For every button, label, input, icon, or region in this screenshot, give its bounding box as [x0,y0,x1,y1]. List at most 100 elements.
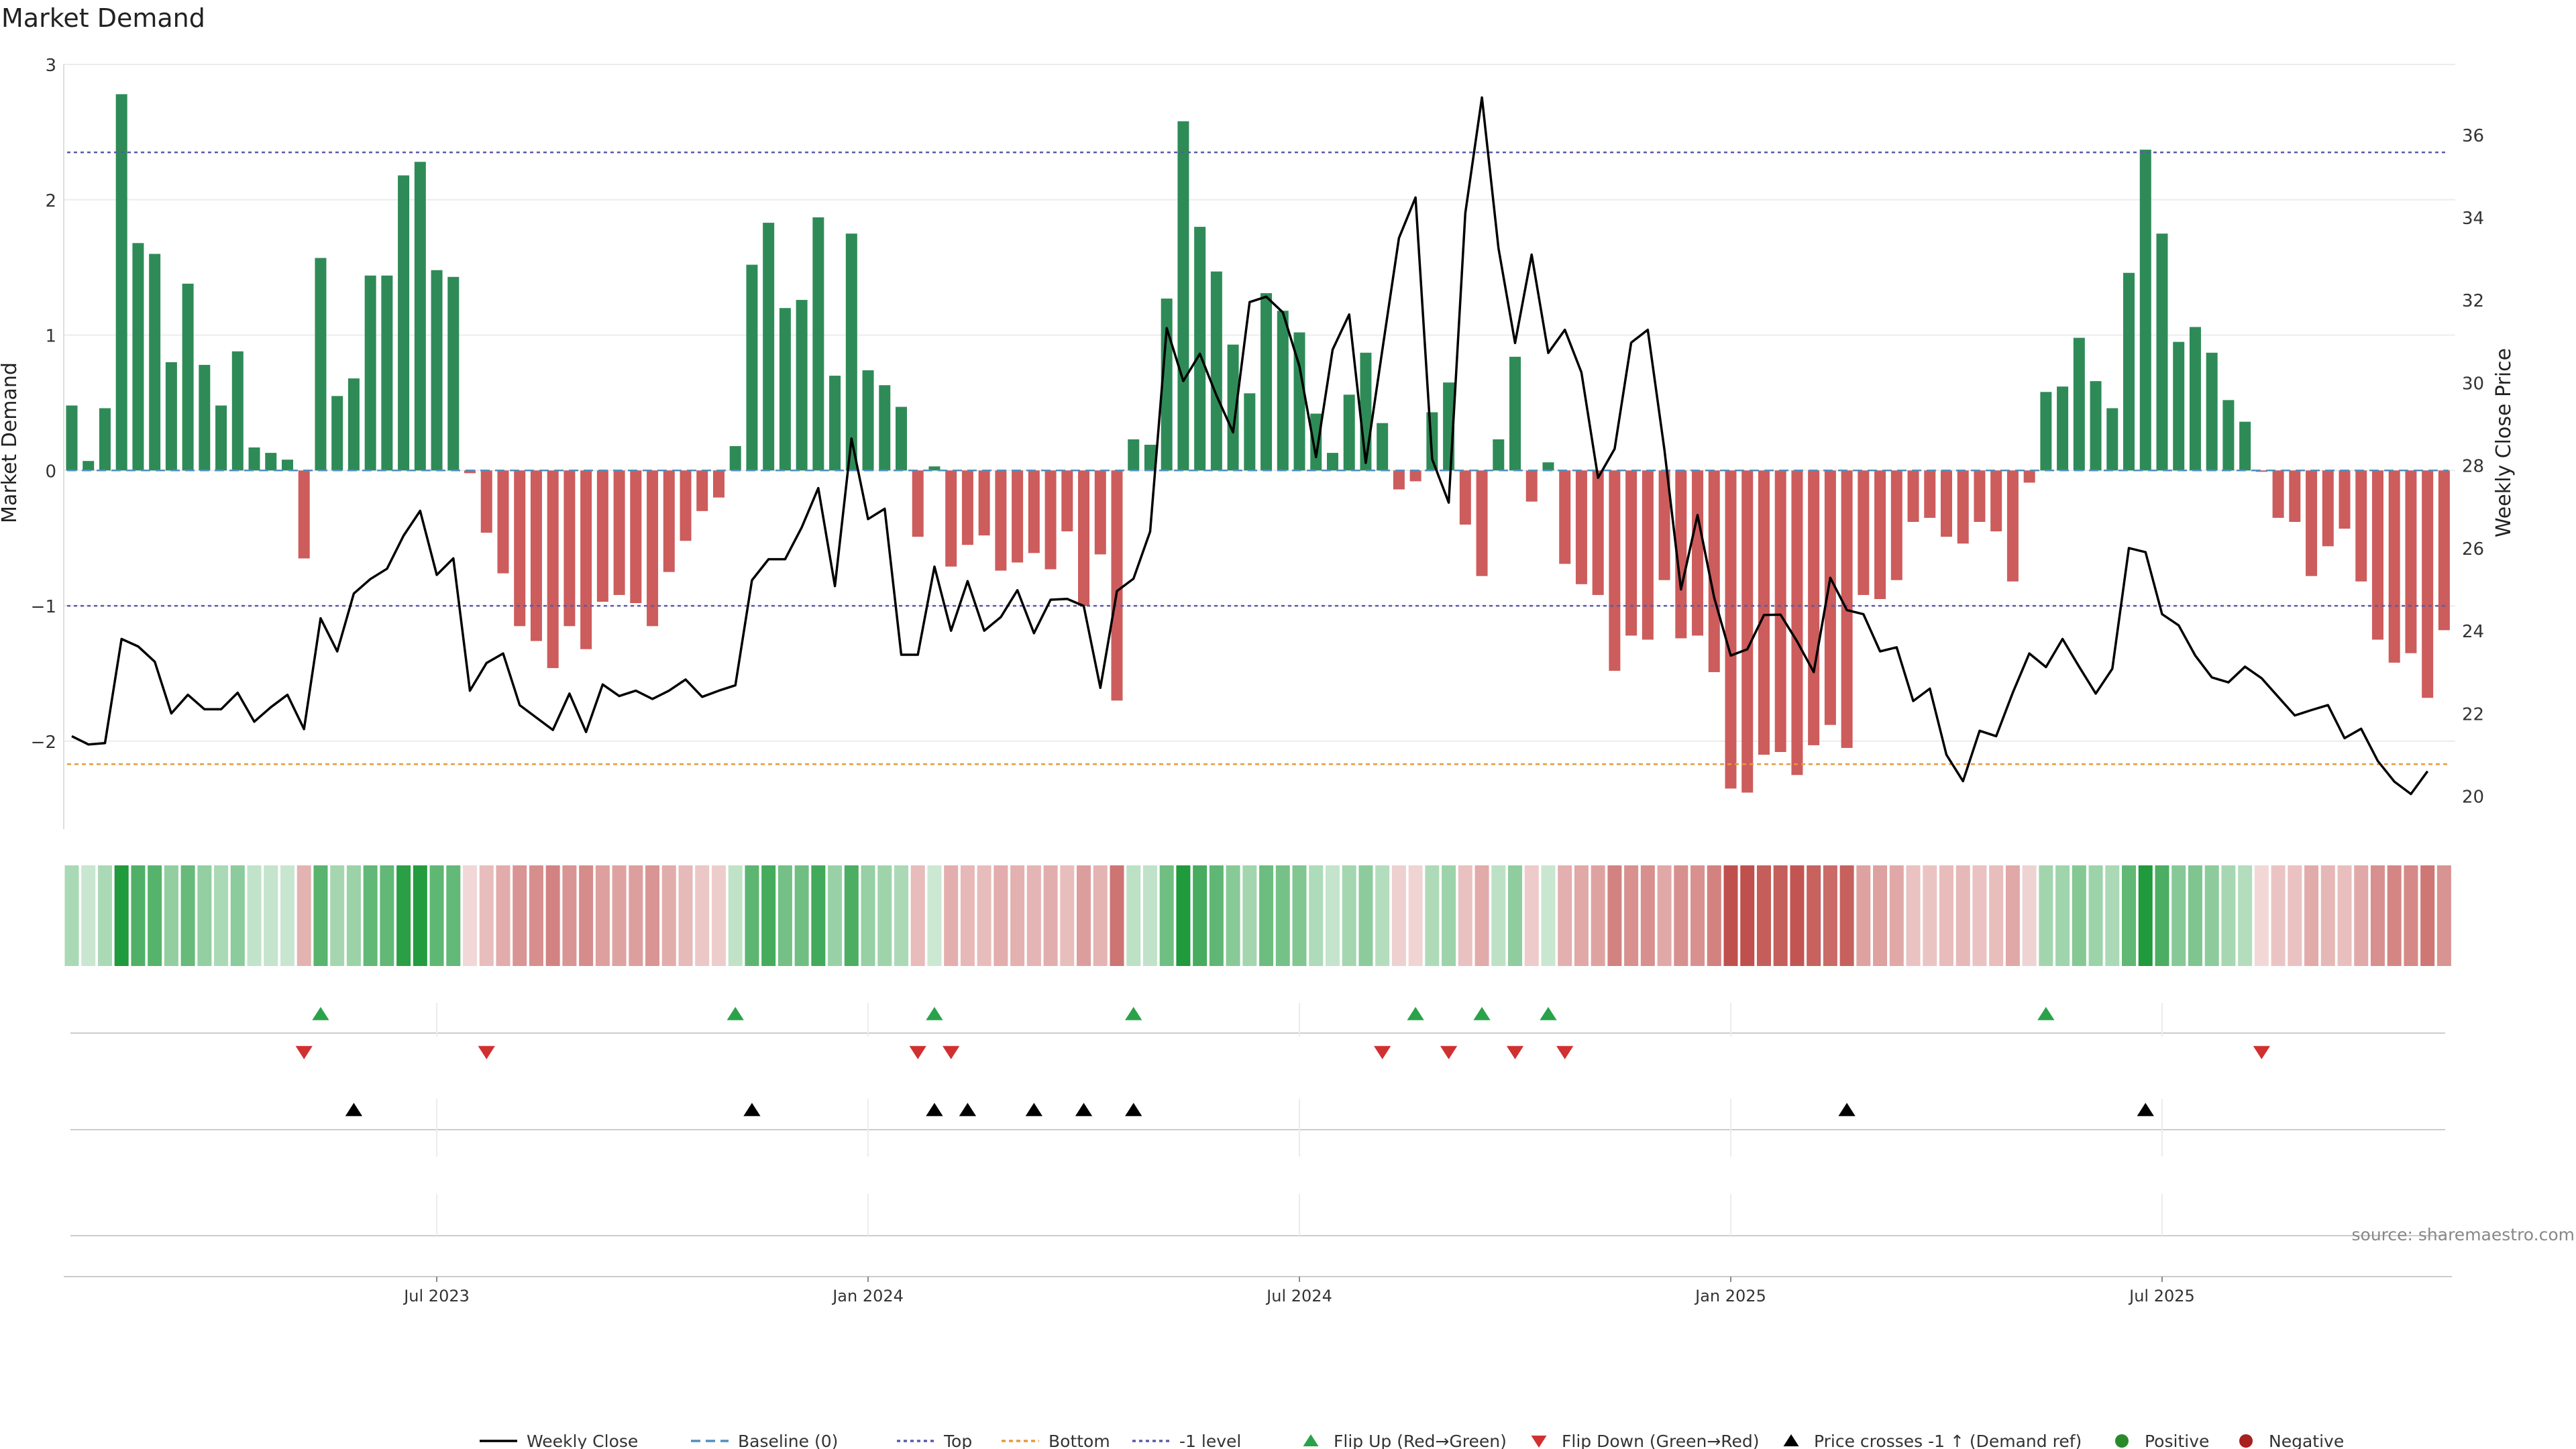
demand-bar-positive [1210,271,1222,471]
demand-bar-negative [2322,470,2334,547]
demand-bar-positive [414,162,426,471]
demand-bar-negative [978,470,990,536]
demand-bar-positive [381,275,393,471]
flip-down-marker [2253,1046,2271,1059]
demand-bar-negative [945,470,957,567]
price-line-layer [71,96,2429,796]
demand-bar-negative [2255,470,2267,472]
heat-cell [1093,865,1108,966]
legend-label-top: Top [943,1432,972,1449]
demand-bar-negative [1791,470,1803,775]
weekly-close-price-line [71,96,2429,796]
heat-cell [545,865,560,966]
demand-bar-negative [480,470,492,533]
demand-bar-positive [2189,327,2201,471]
heat-cell [1740,865,1755,966]
x-tick-label: Jul 2025 [2128,1287,2195,1305]
heat-cell [1690,865,1705,966]
heat-cell [1972,865,1987,966]
heat-cell [1657,865,1672,966]
demand-bar-positive [215,405,227,471]
demand-bar-negative [696,470,708,511]
demand-bar-negative [1409,470,1421,482]
y2-tick-label: 34 [2462,209,2484,229]
heat-cell [2238,865,2253,966]
demand-bar-positive [1542,462,1554,471]
heat-cell [811,865,826,966]
flip-down-marker [478,1046,495,1059]
demand-bar-positive [398,175,410,471]
demand-bar-positive [1128,439,1140,471]
heat-cell [828,865,843,966]
heat-cell [579,865,594,966]
heat-cell [1773,865,1788,966]
heat-cell [977,865,991,966]
heat-cell [1823,865,1837,966]
heat-cell [1209,865,1224,966]
demand-bar-negative [2422,470,2434,698]
heat-cell [695,865,710,966]
heat-cell [861,865,875,966]
heat-cell [2188,865,2202,966]
heat-cell [1640,865,1655,966]
demand-bar-negative [1111,470,1123,701]
flip-down-marker [295,1046,313,1059]
demand-bar-positive [149,254,161,471]
legend-label-negative: Negative [2269,1432,2344,1449]
heat-cell [1391,865,1406,966]
heat-cell [2436,865,2451,966]
demand-bar-positive [1227,344,1239,471]
y2-tick-label: 20 [2462,788,2484,808]
heat-cell [1193,865,1208,966]
legend-swatch-negative [2239,1434,2253,1448]
heat-cell [1674,865,1688,966]
heat-cell [1607,865,1622,966]
demand-bar-positive [1493,439,1505,471]
demand-bar-positive [248,447,260,471]
flip-up-marker [2037,1007,2055,1020]
price-cross-marker [345,1103,363,1116]
level-lines-layer [67,151,2449,765]
heat-cell [1839,865,1854,966]
demand-bar-negative [1559,470,1571,564]
heat-cell [1955,865,1970,966]
legend-label-flip_up: Flip Up (Red→Green) [1334,1432,1507,1449]
heat-cell [1474,865,1489,966]
y-axis-label-left: Market Demand [0,362,21,523]
demand-bar-positive [1310,413,1322,471]
demand-bar-positive [879,385,891,471]
heat-cell [330,865,345,966]
y2-tick-label: 30 [2462,374,2484,394]
demand-bar-positive [1277,311,1289,471]
heat-cell [2171,865,2186,966]
flip-up-marker [312,1007,329,1020]
heat-cell [844,865,859,966]
heat-cell [2022,865,2037,966]
heat-cell [1756,865,1771,966]
heat-cell [1375,865,1390,966]
heat-cell [1408,865,1423,966]
heat-cell [1491,865,1506,966]
heat-cell [794,865,809,966]
y2-tick-label: 32 [2462,291,2484,311]
heat-cell [1889,865,1904,966]
heat-cell [1723,865,1738,966]
heat-cell [1176,865,1191,966]
heat-cell [2370,865,2385,966]
heat-cell [745,865,759,966]
demand-bar-negative [912,470,924,537]
heat-cell [479,865,494,966]
heat-cell [97,865,112,966]
heat-cell [1807,865,1821,966]
heat-cell [81,865,96,966]
demand-bar-negative [1625,470,1638,636]
heat-cell [1226,865,1240,966]
demand-bar-positive [331,396,343,471]
demand-bar-negative [1078,470,1090,606]
heat-cell [1110,865,1124,966]
heat-cell [2055,865,2070,966]
grid-layer [64,64,2455,742]
demand-bar-negative [2289,470,2301,522]
heat-cell [2138,865,2153,966]
heat-cell [1923,865,1937,966]
